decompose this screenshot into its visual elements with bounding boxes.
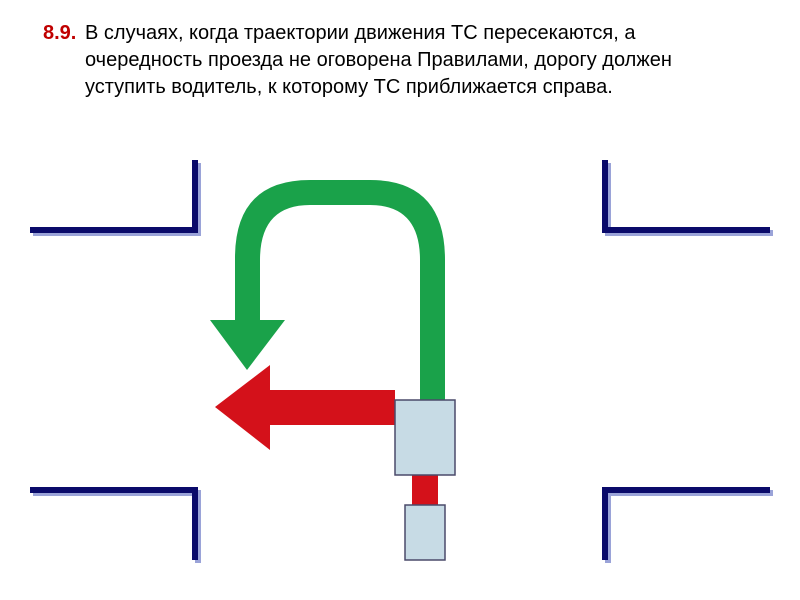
vehicle-front [395,400,455,475]
intersection-diagram [0,0,800,600]
corner-bottom-right [605,490,770,560]
corner-bottom-left [30,490,195,560]
vehicle-rear [405,505,445,560]
corner-shadow-bottom-left [33,493,198,563]
corner-shadow-bottom-right [608,493,773,563]
green-uturn-arrow [210,180,445,400]
corner-shadow-top-right [608,163,773,233]
corner-top-left [30,160,195,230]
vehicle-gap-marker [412,475,438,505]
road-corners [30,160,773,563]
red-left-arrow [215,365,395,450]
corner-shadow-top-left [33,163,198,233]
corner-top-right [605,160,770,230]
